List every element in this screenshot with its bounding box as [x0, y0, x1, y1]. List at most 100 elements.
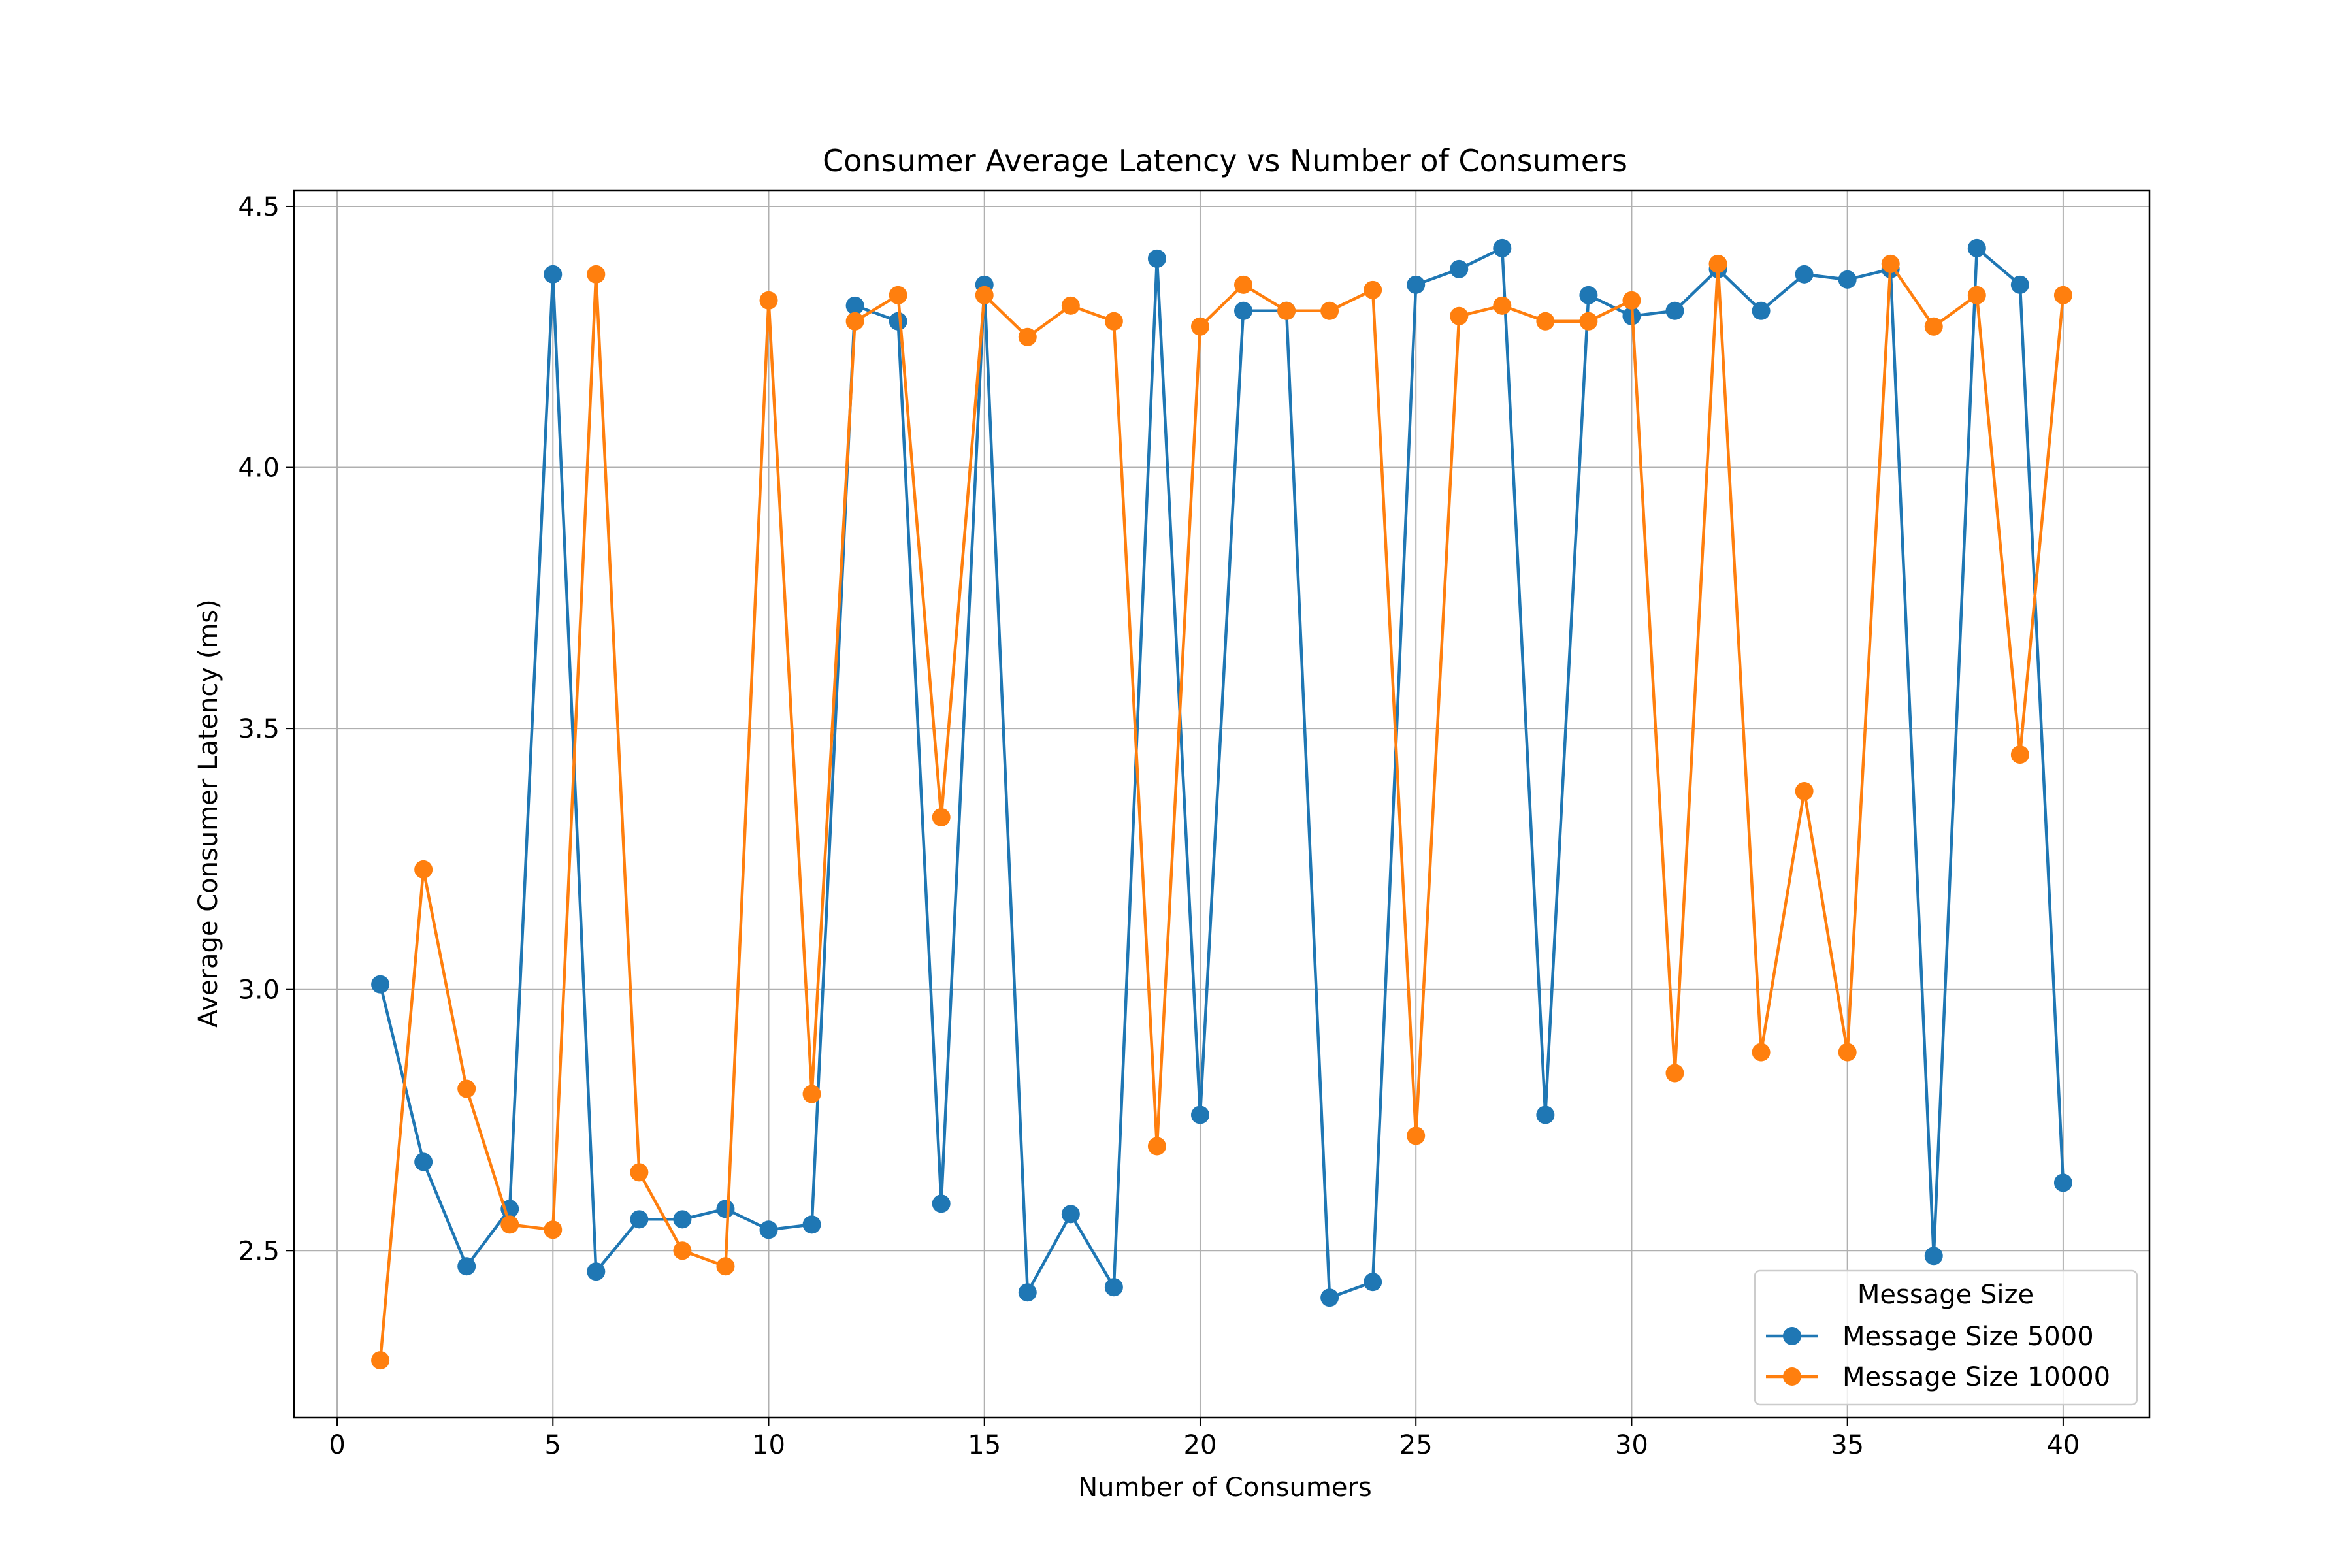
- data-point: [673, 1241, 692, 1260]
- data-point: [1493, 296, 1512, 315]
- data-point: [1277, 301, 1296, 320]
- data-point: [889, 312, 907, 331]
- x-tick-label: 20: [1184, 1430, 1217, 1460]
- data-point: [1450, 306, 1469, 325]
- data-point: [932, 808, 951, 826]
- data-point: [1190, 317, 1209, 336]
- data-point: [371, 975, 390, 994]
- data-point: [1795, 782, 1814, 801]
- data-point: [544, 1220, 563, 1239]
- data-point: [1018, 1283, 1037, 1302]
- grid-lines: [294, 191, 2149, 1418]
- data-point: [1665, 1064, 1684, 1083]
- data-point: [716, 1200, 735, 1218]
- x-tick-label: 5: [545, 1430, 561, 1460]
- data-point: [587, 1262, 606, 1281]
- data-point: [587, 265, 606, 284]
- data-point: [1924, 1247, 1943, 1266]
- x-tick-label: 0: [329, 1430, 345, 1460]
- data-point: [1234, 275, 1253, 294]
- data-point: [1665, 301, 1684, 320]
- y-axis-ticks: 2.5 3.0 3.5 4.0 4.5: [238, 192, 294, 1266]
- data-point: [1320, 301, 1339, 320]
- data-point: [1838, 1043, 1857, 1062]
- data-point: [630, 1210, 649, 1229]
- y-axis-label: Average Consumer Latency (ms): [193, 599, 223, 1028]
- data-point: [1795, 265, 1814, 284]
- legend-item: Message Size 5000: [1766, 1322, 2094, 1352]
- data-point: [1536, 1105, 1555, 1124]
- data-point: [802, 1215, 821, 1234]
- data-point: [673, 1210, 692, 1229]
- data-point: [1536, 312, 1555, 331]
- data-point: [759, 1220, 778, 1239]
- x-tick-label: 25: [1399, 1430, 1433, 1460]
- data-point: [802, 1085, 821, 1103]
- data-point: [845, 296, 864, 315]
- data-point: [1493, 238, 1512, 257]
- data-point: [2053, 1173, 2072, 1192]
- data-point: [414, 860, 433, 879]
- data-point: [1190, 1105, 1209, 1124]
- y-tick-label: 4.5: [238, 192, 280, 222]
- data-point: [1838, 270, 1857, 289]
- data-point: [1967, 238, 1986, 257]
- x-axis-label: Number of Consumers: [1078, 1473, 1371, 1503]
- data-point: [1104, 1278, 1123, 1297]
- data-point: [2010, 745, 2029, 764]
- data-point: [1622, 291, 1641, 310]
- plot-frame: [293, 189, 2151, 1419]
- x-axis-ticks: 0 5 10 15 20 25 30 35 40: [329, 1418, 2080, 1460]
- data-point: [457, 1257, 476, 1276]
- chart-title: Consumer Average Latency vs Number of Co…: [823, 143, 1627, 178]
- legend-item: Message Size 10000: [1766, 1362, 2110, 1392]
- data-point: [1147, 249, 1166, 268]
- data-point: [1234, 301, 1253, 320]
- data-point: [630, 1163, 649, 1182]
- x-tick-label: 40: [2046, 1430, 2080, 1460]
- series-line: [378, 262, 2065, 1361]
- data-point: [414, 1152, 433, 1171]
- data-point: [845, 312, 864, 331]
- data-point: [1018, 327, 1037, 346]
- data-point: [1061, 1205, 1080, 1224]
- data-point: [1364, 1273, 1382, 1292]
- data-point: [371, 1351, 390, 1370]
- data-point: [1364, 280, 1382, 299]
- legend-label: Message Size 10000: [1842, 1362, 2110, 1392]
- data-point: [500, 1215, 519, 1234]
- series-1: [371, 238, 2072, 1307]
- legend-box: [1754, 1269, 2138, 1406]
- y-tick-label: 4.0: [238, 453, 280, 483]
- data-point: [975, 286, 994, 304]
- data-point: [1708, 254, 1727, 273]
- data-point: [1752, 301, 1771, 320]
- data-point: [1104, 312, 1123, 331]
- data-point: [544, 265, 563, 284]
- x-tick-label: 30: [1615, 1430, 1648, 1460]
- y-tick-label: 2.5: [238, 1236, 280, 1266]
- legend-items: Message Size 5000 Message Size 10000: [1766, 1322, 2110, 1392]
- data-point: [457, 1079, 476, 1098]
- legend-label: Message Size 5000: [1842, 1322, 2094, 1352]
- data-point: [716, 1257, 735, 1276]
- x-tick-label: 35: [1831, 1430, 1864, 1460]
- data-point: [1061, 296, 1080, 315]
- data-point: [932, 1194, 951, 1213]
- data-point: [1881, 254, 1900, 273]
- data-point: [1450, 259, 1469, 278]
- legend-marker: [1783, 1367, 1801, 1386]
- y-tick-label: 3.0: [238, 975, 280, 1005]
- y-tick-label: 3.5: [238, 714, 280, 744]
- data-point: [1579, 312, 1598, 331]
- data-point: [1579, 286, 1598, 304]
- series-line: [378, 246, 2065, 1299]
- data-point: [1147, 1137, 1166, 1156]
- series-2: [371, 254, 2072, 1370]
- data-point: [1924, 317, 1943, 336]
- data-point: [1407, 275, 1426, 294]
- x-tick-label: 15: [968, 1430, 1001, 1460]
- data-point: [1320, 1288, 1339, 1307]
